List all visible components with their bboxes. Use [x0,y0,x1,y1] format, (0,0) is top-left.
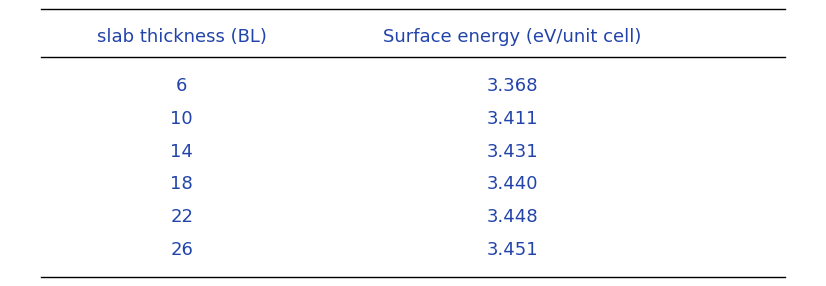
Text: 6: 6 [176,77,188,95]
Text: 3.368: 3.368 [487,77,538,95]
Text: 3.451: 3.451 [487,241,538,259]
Text: 3.431: 3.431 [487,143,538,160]
Text: 26: 26 [170,241,193,259]
Text: 3.411: 3.411 [487,110,538,128]
Text: 3.448: 3.448 [487,208,538,226]
Text: 3.440: 3.440 [487,176,538,193]
Text: slab thickness (BL): slab thickness (BL) [97,28,267,46]
Text: Surface energy (eV/unit cell): Surface energy (eV/unit cell) [383,28,641,46]
Text: 22: 22 [170,208,193,226]
Text: 10: 10 [170,110,193,128]
Text: 18: 18 [170,176,193,193]
Text: 14: 14 [170,143,193,160]
